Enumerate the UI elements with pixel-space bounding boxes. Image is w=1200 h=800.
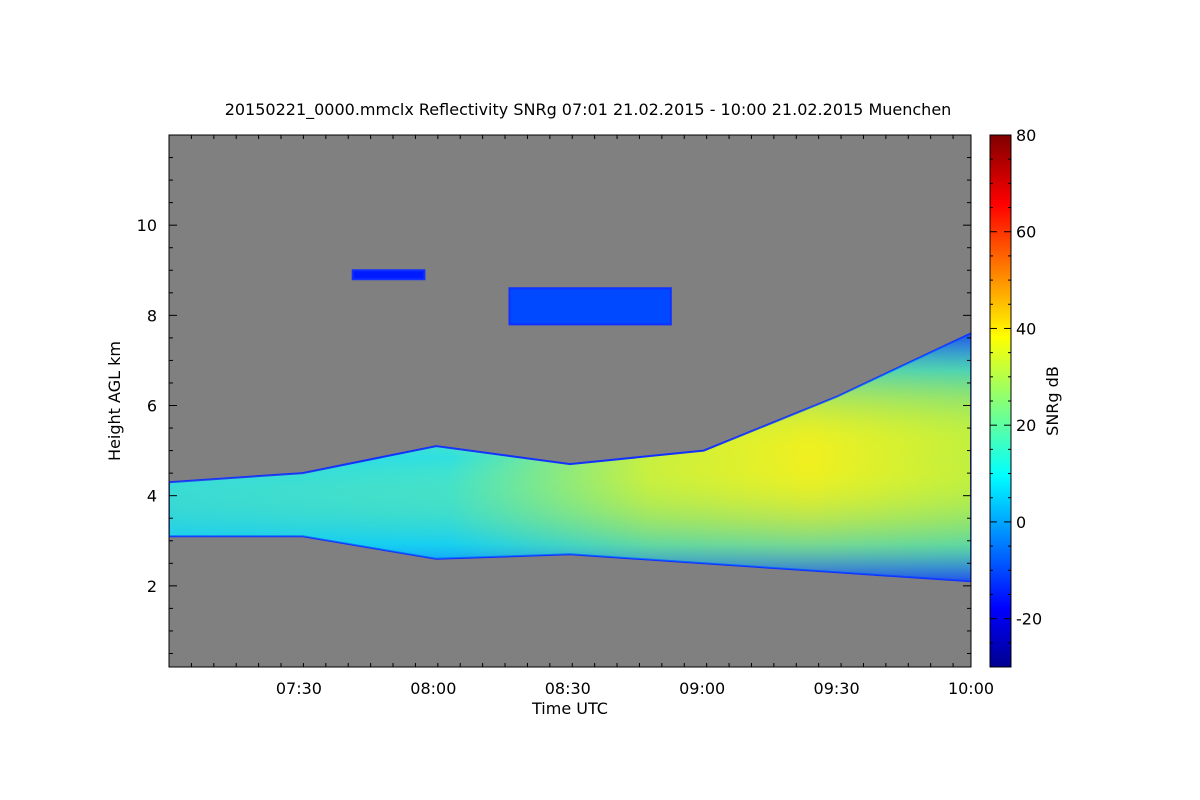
echo-layer-2 — [351, 269, 426, 281]
colorbar — [989, 134, 1012, 668]
echo-layer-3 — [508, 287, 672, 326]
x-tick-label: 10:00 — [948, 679, 994, 698]
y-tick-label: 8 — [147, 306, 157, 325]
x-tick-label: 07:30 — [276, 679, 322, 698]
x-tick-label: 08:00 — [410, 679, 456, 698]
x-tick-label: 09:00 — [679, 679, 725, 698]
x-axis-label: Time UTC — [531, 699, 608, 718]
colorbar-tick-label: 80 — [1016, 126, 1036, 145]
echo-layers — [169, 269, 971, 583]
y-tick-label: 10 — [137, 216, 157, 235]
x-tick-label: 09:30 — [814, 679, 860, 698]
echo-layer-1-shading — [169, 333, 971, 582]
colorbar-tick-label: 0 — [1016, 513, 1026, 532]
y-tick-label: 6 — [147, 397, 157, 416]
colorbar-label: SNRg dB — [1043, 366, 1062, 436]
colorbar-ticks: -20 0 20 40 60 80 — [990, 126, 1042, 668]
colorbar-tick-label: -20 — [1016, 610, 1042, 629]
y-axis-label: Height AGL km — [105, 341, 124, 461]
y-tick-label: 2 — [147, 577, 157, 596]
y-axis: 2 4 6 8 10 — [137, 134, 971, 654]
y-tick-label: 4 — [147, 487, 157, 506]
x-axis: 07:30 08:00 08:30 09:00 09:30 10:00 — [168, 135, 994, 698]
colorbar-tick-label: 40 — [1016, 319, 1036, 338]
chart-title: 20150221_0000.mmclx Reflectivity SNRg 07… — [225, 100, 952, 120]
plot-frame — [168, 134, 972, 668]
colorbar-tick-label: 60 — [1016, 223, 1036, 242]
colorbar-tick-label: 20 — [1016, 416, 1036, 435]
x-tick-label: 08:30 — [545, 679, 591, 698]
